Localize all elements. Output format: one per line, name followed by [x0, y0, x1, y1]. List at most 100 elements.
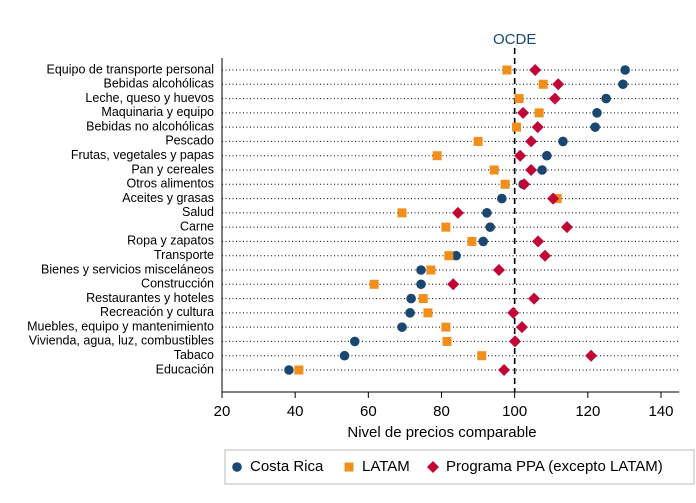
y-tick-label: Restaurantes y hoteles	[86, 291, 214, 305]
dot-marker	[585, 349, 598, 362]
dot-marker	[441, 322, 451, 332]
dot-marker	[502, 65, 512, 75]
dot-marker	[528, 292, 541, 305]
dot-marker	[537, 165, 547, 175]
dot-marker	[284, 365, 294, 375]
dot-marker	[511, 122, 521, 132]
y-tick-label: Otros alimentos	[126, 177, 214, 191]
dot-marker	[418, 294, 428, 304]
dot-marker	[507, 306, 520, 319]
dot-marker	[294, 365, 304, 375]
y-tick-label: Frutas, vegetales y papas	[71, 148, 214, 162]
y-tick-label: Leche, queso y huevos	[85, 91, 214, 105]
dot-marker	[525, 135, 538, 148]
dot-marker	[515, 321, 528, 334]
dot-marker	[542, 150, 552, 161]
dot-marker	[442, 336, 452, 346]
dot-marker	[601, 93, 611, 104]
dot-marker	[592, 108, 602, 118]
y-tick-label: Aceites y grasas	[122, 191, 214, 205]
y-tick-label: Equipo de transporte personal	[47, 62, 214, 76]
legend-label: Programa PPA (excepto LATAM)	[446, 458, 663, 475]
x-tick-label: 40	[287, 403, 304, 420]
y-tick-label: Tabaco	[174, 348, 214, 362]
legend-marker	[232, 462, 242, 472]
y-tick-label: Educación	[156, 362, 214, 376]
legend-marker	[344, 462, 354, 472]
dot-marker	[477, 351, 487, 361]
dot-marker	[590, 122, 600, 132]
dot-marker	[405, 308, 415, 318]
x-tick-label: 100	[502, 403, 527, 420]
dot-marker	[560, 221, 573, 234]
dot-marker	[478, 236, 489, 247]
dot-marker	[497, 193, 507, 204]
dot-marker	[514, 149, 527, 162]
y-tick-label: Vivienda, agua, luz, combustibles	[29, 334, 214, 348]
y-tick-label: Salud	[182, 205, 214, 219]
dot-marker	[416, 265, 426, 275]
dot-marker	[349, 336, 360, 347]
dot-marker	[518, 178, 531, 191]
dot-marker	[432, 151, 442, 161]
dot-marker	[447, 278, 460, 291]
dot-marker	[548, 92, 561, 105]
reference-label: OCDE	[493, 31, 536, 48]
dot-marker	[473, 136, 483, 146]
dot-marker	[552, 78, 565, 91]
legend-box	[224, 449, 695, 485]
dot-marker	[500, 179, 510, 189]
y-tick-label: Transporte	[154, 248, 214, 262]
dot-marker	[397, 208, 407, 218]
y-tick-label: Carne	[180, 219, 214, 233]
dot-marker	[406, 293, 416, 304]
dot-marker	[620, 65, 630, 75]
dot-marker	[531, 121, 544, 134]
dot-marker	[539, 249, 552, 262]
y-tick-label: Muebles, equipo y mantenimiento	[27, 319, 214, 333]
dot-marker	[525, 164, 538, 176]
dot-marker	[416, 279, 426, 290]
x-tick-label: 120	[575, 403, 600, 420]
x-axis-title: Nivel de precios comparable	[347, 424, 536, 441]
legend-marker	[427, 461, 439, 473]
dot-marker	[558, 136, 568, 147]
y-tick-label: Bebidas no alcohólicas	[86, 119, 214, 133]
dot-marker	[514, 94, 524, 104]
dot-marker	[426, 265, 436, 275]
dot-marker	[397, 322, 407, 332]
x-tick-label: 80	[433, 403, 450, 420]
x-tick-label: 60	[360, 403, 377, 420]
dot-marker	[547, 192, 560, 205]
dot-marker	[451, 250, 461, 261]
y-tick-label: Bebidas alcohólicas	[104, 77, 215, 91]
dot-marker	[441, 222, 451, 232]
dot-marker	[532, 235, 545, 248]
dot-marker	[369, 279, 379, 289]
dot-marker	[423, 308, 433, 318]
legend-label: LATAM	[362, 458, 410, 475]
dot-marker	[534, 108, 544, 118]
dot-marker	[498, 364, 511, 376]
y-tick-label: Construcción	[141, 277, 214, 291]
y-tick-label: Recreación y cultura	[100, 305, 214, 319]
y-tick-label: Pan y cereales	[131, 162, 214, 176]
dot-marker	[339, 350, 350, 361]
legend-label: Costa Rica	[250, 458, 324, 475]
dot-marker	[467, 236, 477, 246]
dot-marker	[509, 335, 522, 348]
dot-marker	[485, 222, 495, 232]
dot-marker	[618, 79, 628, 90]
y-tick-label: Bienes y servicios misceláneos	[41, 262, 214, 276]
dot-marker	[492, 264, 505, 276]
y-tick-label: Ropa y zapatos	[127, 234, 214, 248]
dot-marker	[538, 79, 548, 89]
dot-marker	[482, 208, 492, 218]
x-tick-label: 140	[648, 403, 673, 420]
dot-marker	[517, 106, 530, 119]
dot-marker	[529, 64, 542, 76]
y-tick-label: Maquinaria y equipo	[101, 105, 214, 119]
dot-marker	[444, 251, 454, 261]
y-tick-label: Pescado	[165, 134, 214, 148]
x-tick-label: 20	[214, 403, 231, 420]
